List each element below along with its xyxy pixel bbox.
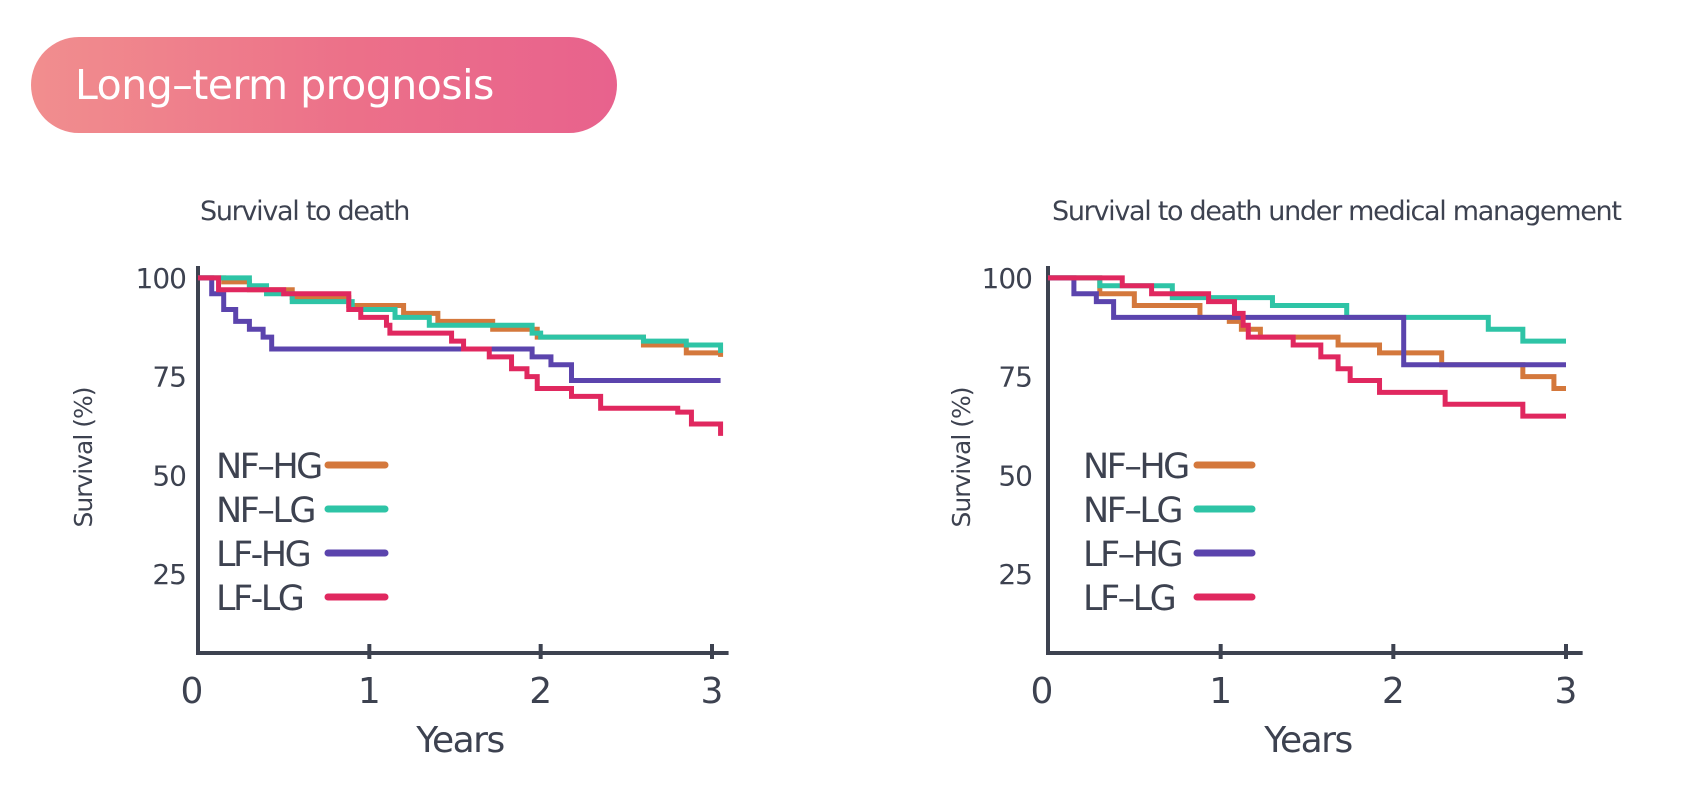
- chart-title-right: Survival to death under medical manageme…: [1052, 196, 1622, 227]
- y-tick-label: 75: [152, 361, 186, 394]
- x-axis-label: Years: [415, 720, 503, 761]
- y-tick-label: 75: [998, 361, 1032, 394]
- series-line-nf-hg: [1048, 275, 1566, 391]
- series-line-lf-hg: [198, 275, 721, 384]
- x-tick-label: 2: [1382, 671, 1405, 712]
- x-tick-label: 0: [1031, 671, 1054, 712]
- y-tick-label: 100: [982, 262, 1032, 295]
- title-banner: Long–term prognosis: [31, 37, 617, 133]
- chart-title-left: Survival to death: [200, 196, 410, 227]
- series-line-nf-lg: [1048, 275, 1566, 344]
- x-tick-label: 3: [1555, 671, 1578, 712]
- legend-label: NF–LG: [216, 491, 314, 531]
- legend-label: LF–HG: [1083, 535, 1181, 575]
- legend-label: NF–HG: [216, 447, 321, 487]
- series-line-lf-lg: [198, 275, 724, 436]
- legend-label: LF-LG: [216, 579, 303, 619]
- x-axis-label: Years: [1263, 720, 1351, 761]
- y-tick-label: 100: [136, 262, 186, 295]
- x-tick-label: 2: [529, 671, 552, 712]
- x-tick-label: 1: [1209, 671, 1232, 712]
- y-tick-label: 50: [998, 459, 1032, 492]
- y-axis-label: Survival (%): [947, 387, 976, 527]
- legend-label: NF–LG: [1083, 491, 1181, 531]
- page-title: Long–term prognosis: [75, 61, 494, 109]
- x-tick-label: 1: [358, 671, 381, 712]
- series-line-lf-hg: [1048, 275, 1566, 368]
- y-tick-label: 50: [152, 459, 186, 492]
- y-tick-label: 25: [152, 558, 186, 591]
- legend-label: NF–HG: [1083, 447, 1188, 487]
- legend-label: LF-HG: [216, 535, 310, 575]
- y-axis-label: Survival (%): [69, 387, 98, 527]
- x-tick-label: 3: [701, 671, 724, 712]
- legend-label: LF–LG: [1083, 579, 1175, 619]
- y-tick-label: 25: [998, 558, 1032, 591]
- series-line-lf-lg: [1048, 275, 1566, 419]
- x-tick-label: 0: [181, 671, 204, 712]
